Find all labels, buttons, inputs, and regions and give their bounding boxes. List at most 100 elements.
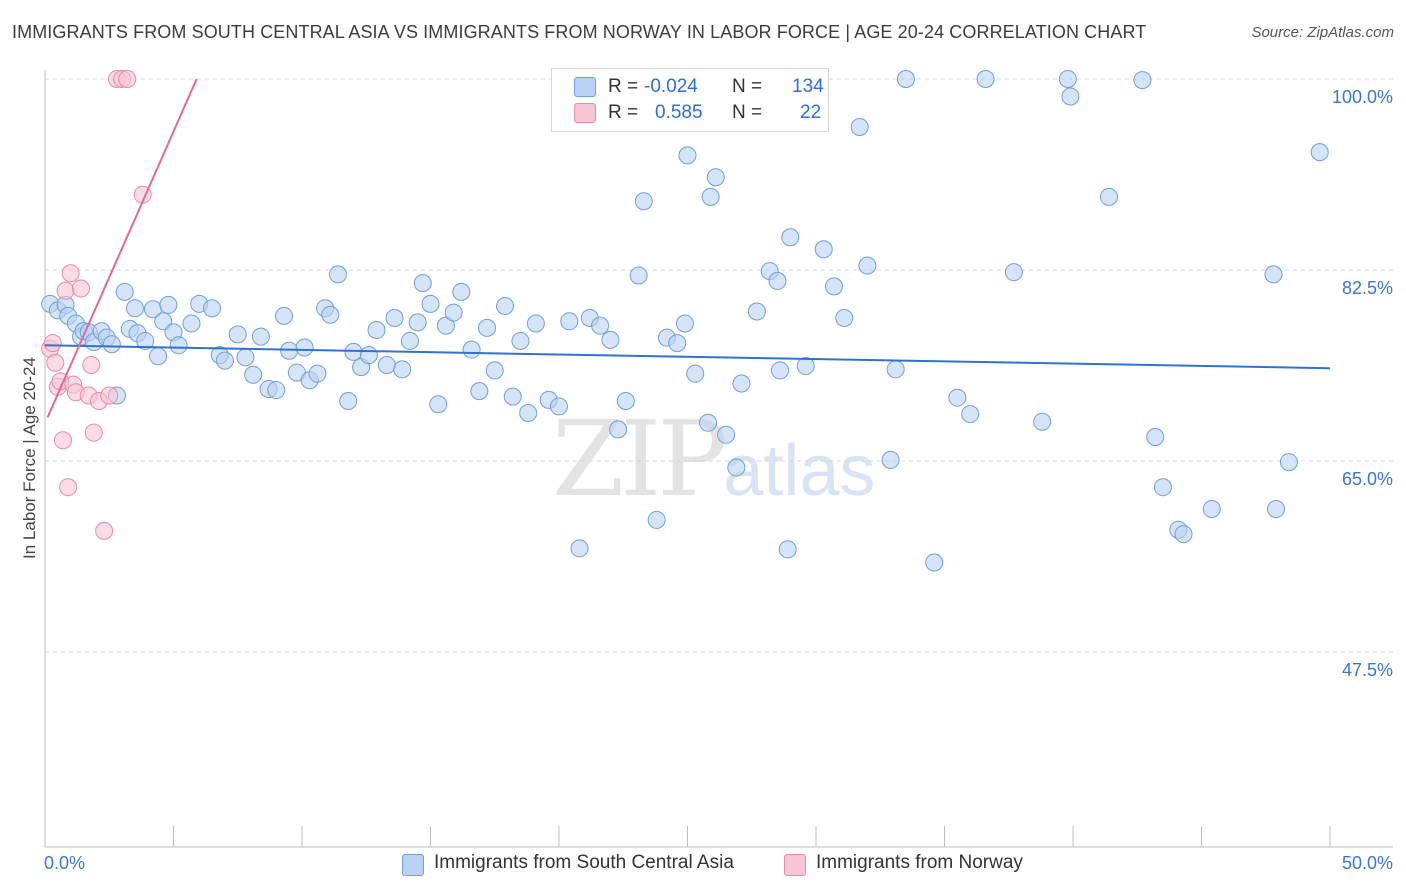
data-point [485, 361, 504, 380]
tick-labels: 100.0% 82.5% 65.0% 47.5% 0.0% 50.0% [44, 87, 1393, 873]
data-point [275, 306, 294, 325]
data-point [747, 302, 766, 321]
data-point [526, 314, 545, 333]
data-point [550, 397, 568, 416]
data-point [452, 282, 471, 301]
data-point [136, 331, 155, 350]
data-point [82, 355, 101, 374]
axes [44, 70, 1393, 848]
data-point [169, 336, 188, 355]
data-point [56, 281, 75, 300]
data-point [321, 305, 340, 324]
data-point [629, 266, 648, 285]
data-point [115, 282, 134, 301]
data-point [413, 274, 432, 293]
n-label: N = [732, 76, 763, 97]
data-point [149, 347, 168, 366]
data-point [385, 309, 404, 328]
data-point [886, 360, 905, 379]
data-point [706, 168, 725, 187]
series-label: Immigrants from South Central Asia [434, 852, 734, 873]
data-point [858, 256, 877, 275]
data-point [570, 539, 589, 558]
data-point [668, 334, 687, 353]
data-point [228, 325, 247, 344]
data-point [948, 388, 967, 407]
data-point [295, 338, 314, 357]
data-point [421, 294, 440, 313]
data-point [328, 265, 347, 284]
y-tick-label: 82.5% [1342, 278, 1393, 298]
data-point [850, 118, 869, 137]
trend-line-norway [46, 78, 198, 418]
trend-line-south-central-asia [44, 344, 1331, 370]
data-point [118, 70, 137, 88]
data-point [182, 314, 201, 333]
data-point [1033, 412, 1052, 431]
data-point [634, 192, 653, 211]
watermark-atlas: atlas [723, 431, 876, 511]
data-point [675, 314, 694, 333]
data-point [429, 395, 448, 414]
legend-swatch-pink [574, 103, 596, 123]
data-point [244, 365, 263, 384]
y-tick-label: 100.0% [1332, 87, 1393, 107]
data-point [511, 331, 530, 350]
data-point [1202, 500, 1221, 519]
data-point [203, 299, 222, 318]
data-point [359, 346, 378, 365]
data-point [824, 277, 843, 296]
data-point [84, 423, 103, 442]
data-point [1264, 265, 1283, 284]
n-value: 134 [792, 76, 824, 97]
data-point [1279, 453, 1298, 472]
data-point [1004, 263, 1023, 282]
data-points [41, 70, 1329, 572]
data-point [732, 374, 751, 393]
series-swatch-blue [402, 854, 424, 876]
data-point [408, 313, 427, 332]
data-point [53, 431, 72, 450]
data-point [768, 271, 787, 290]
source-label: Source: ZipAtlas.com [1251, 24, 1394, 41]
data-point [125, 299, 144, 318]
data-point [339, 391, 358, 410]
data-point [781, 228, 800, 247]
data-point [377, 355, 396, 374]
data-point [159, 295, 178, 314]
data-point [61, 264, 80, 283]
data-point [778, 540, 797, 559]
data-point [1099, 187, 1118, 206]
data-point [686, 364, 705, 383]
data-point [616, 391, 635, 410]
trend-lines [44, 78, 1331, 418]
data-point [1267, 500, 1286, 519]
data-point [727, 458, 746, 477]
data-point [393, 360, 412, 379]
data-point [1310, 143, 1329, 162]
data-point [1146, 427, 1165, 446]
y-axis-label: In Labor Force | Age 20-24 [20, 357, 39, 559]
y-tick-label: 47.5% [1342, 660, 1393, 680]
watermark-zip: ZIP [552, 398, 727, 520]
data-point [1174, 525, 1193, 544]
data-point [102, 335, 121, 354]
r-value: 0.585 [655, 102, 703, 123]
data-point [367, 321, 386, 340]
r-label: R = [608, 102, 639, 123]
data-point [267, 381, 286, 400]
data-point [400, 331, 419, 350]
data-point [236, 348, 255, 367]
data-point [470, 382, 489, 401]
data-point [215, 351, 234, 370]
r-value: -0.024 [644, 76, 698, 97]
data-point [100, 386, 119, 405]
data-point [961, 405, 980, 424]
data-point [462, 340, 481, 359]
series-south-central-asia [41, 70, 1329, 572]
data-point [1061, 87, 1080, 106]
data-point [699, 413, 718, 432]
x-tick-label: 0.0% [44, 853, 85, 873]
r-label: R = [608, 76, 639, 97]
